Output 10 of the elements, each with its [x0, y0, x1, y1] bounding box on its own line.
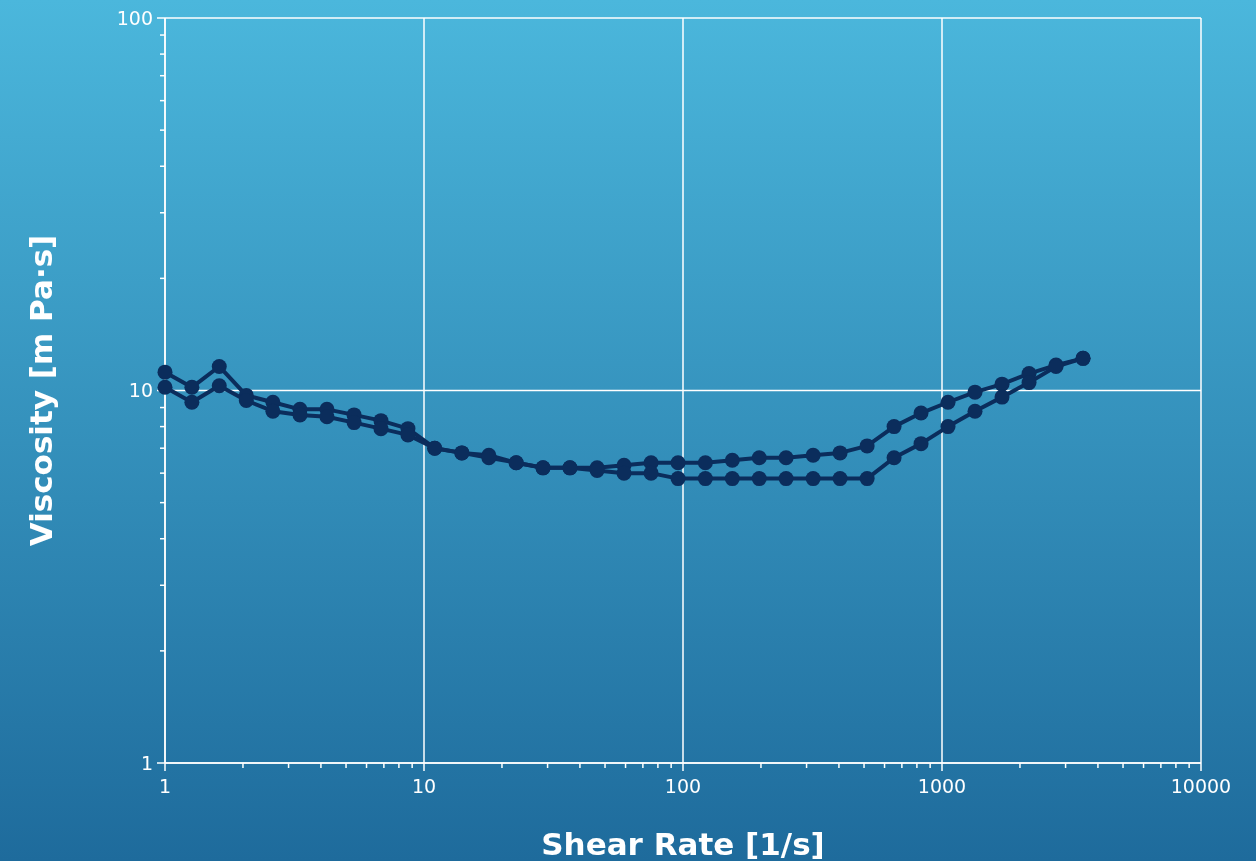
- y-tick-label: 100: [116, 6, 153, 29]
- x-axis-title: Shear Rate [1/s]: [541, 826, 825, 861]
- x-tick-label: 100: [664, 775, 702, 797]
- y-axis-title: Viscosity [m Pa·s]: [23, 234, 59, 547]
- y-tick-label: 1: [140, 751, 153, 774]
- y-tick-label: 10: [128, 379, 153, 402]
- x-tick-label: 10000: [1170, 775, 1232, 797]
- x-tick-label: 1000: [917, 775, 967, 797]
- x-tick-label: 1: [158, 775, 172, 797]
- x-tick-label: 10: [411, 775, 437, 797]
